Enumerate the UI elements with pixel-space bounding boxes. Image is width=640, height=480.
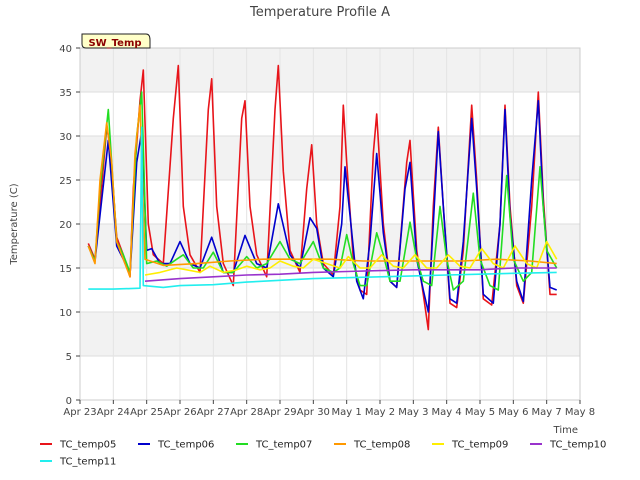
x-tick-label: May 2 xyxy=(365,407,395,418)
x-tick-label: May 1 xyxy=(332,407,362,418)
series-line-TC_temp05 xyxy=(87,64,557,331)
background-band xyxy=(80,312,580,356)
x-tick-label: Apr 24 xyxy=(97,407,130,418)
chart-title: Temperature Profile A xyxy=(249,5,390,20)
y-tick-label: 35 xyxy=(59,88,72,99)
y-tick-label: 15 xyxy=(59,264,72,275)
legend-label-TC_temp07: TC_temp07 xyxy=(255,440,312,451)
background-bands xyxy=(80,48,580,356)
series-line-TC_temp07 xyxy=(87,91,558,291)
legend-label-TC_temp05: TC_temp05 xyxy=(59,440,116,451)
x-tick-label: May 7 xyxy=(532,407,562,418)
x-tick-label: May 6 xyxy=(498,407,528,418)
background-band xyxy=(80,48,580,92)
x-tick-label: Apr 23 xyxy=(63,407,96,418)
y-tick-label: 5 xyxy=(66,352,72,363)
x-tick-label: May 8 xyxy=(565,407,595,418)
sw-temp-badge-label: SW_Temp xyxy=(88,38,141,49)
x-tick-label: Apr 25 xyxy=(130,407,163,418)
x-tick-label: May 5 xyxy=(465,407,495,418)
series-line-TC_temp06 xyxy=(87,100,557,313)
x-tick-label: May 3 xyxy=(398,407,428,418)
y-tick-label: 0 xyxy=(66,396,72,407)
series-line-TC_temp11 xyxy=(88,126,557,290)
legend-label-TC_temp11: TC_temp11 xyxy=(59,457,116,468)
y-tick-label: 25 xyxy=(59,176,72,187)
legend: TC_temp05 TC_temp06 TC_temp07 TC_temp08 TC_t… xyxy=(40,440,606,468)
legend-label-TC_temp10: TC_temp10 xyxy=(549,440,606,451)
x-axis-label: Time xyxy=(553,425,578,436)
legend-label-TC_temp09: TC_temp09 xyxy=(451,440,508,451)
series-line-TC_temp10 xyxy=(144,267,557,282)
legend-label-TC_temp06: TC_temp06 xyxy=(157,440,214,451)
y-tick-label: 10 xyxy=(59,308,72,319)
y-axis-ticks: 0 5 10 15 20 25 30 35 40 xyxy=(59,44,80,407)
x-tick-label: May 4 xyxy=(432,407,462,418)
x-tick-label: Apr 29 xyxy=(263,407,296,418)
y-axis-label: Temperature (C) xyxy=(9,183,20,265)
x-tick-label: Apr 30 xyxy=(297,407,330,418)
series-lines xyxy=(87,64,558,331)
y-tick-label: 40 xyxy=(59,44,72,55)
x-tick-label: Apr 27 xyxy=(197,407,230,418)
y-tick-label: 20 xyxy=(59,220,72,231)
x-tick-label: Apr 26 xyxy=(163,407,196,418)
series-line-TC_temp08 xyxy=(87,104,557,278)
legend-label-TC_temp08: TC_temp08 xyxy=(353,440,410,451)
x-axis-ticks: Apr 23 Apr 24 Apr 25 Apr 26 Apr 27 Apr 28 Apr … xyxy=(63,400,595,418)
sw-temp-badge: SW_Temp xyxy=(81,33,151,49)
series-line-TC_temp09 xyxy=(144,240,558,276)
background-band xyxy=(80,136,580,180)
y-tick-label: 30 xyxy=(59,132,72,143)
x-tick-label: Apr 28 xyxy=(230,407,263,418)
